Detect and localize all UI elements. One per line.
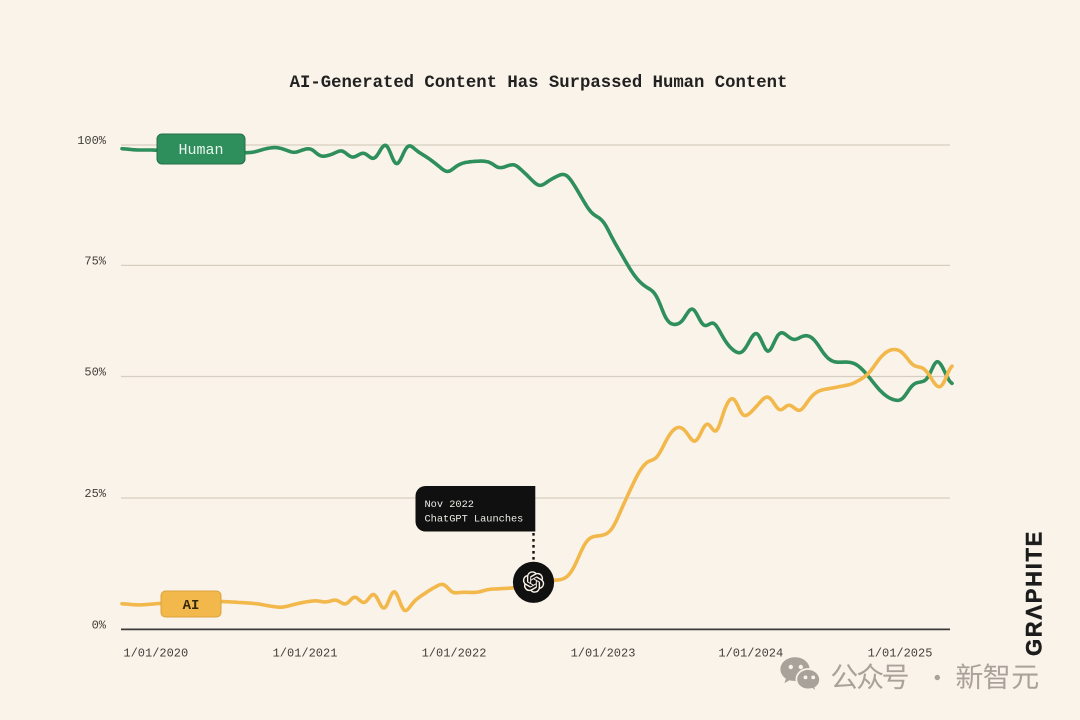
svg-text:1/01/2023: 1/01/2023 bbox=[571, 647, 636, 661]
svg-text:Human: Human bbox=[178, 142, 223, 159]
svg-text:100%: 100% bbox=[77, 134, 107, 148]
svg-text:75%: 75% bbox=[84, 255, 106, 269]
svg-text:GRΛPHITE: GRΛPHITE bbox=[1021, 530, 1046, 656]
svg-text:1/01/2021: 1/01/2021 bbox=[273, 647, 338, 661]
svg-text:25%: 25% bbox=[84, 487, 106, 501]
svg-text:0%: 0% bbox=[92, 619, 107, 633]
svg-text:AI: AI bbox=[183, 598, 200, 614]
svg-text:Nov 2022: Nov 2022 bbox=[425, 499, 474, 511]
svg-text:50%: 50% bbox=[84, 366, 106, 380]
svg-text:1/01/2022: 1/01/2022 bbox=[422, 647, 487, 661]
svg-text:1/01/2025: 1/01/2025 bbox=[868, 647, 933, 661]
svg-text:ChatGPT Launches: ChatGPT Launches bbox=[425, 514, 524, 526]
svg-text:1/01/2020: 1/01/2020 bbox=[123, 647, 188, 661]
svg-text:1/01/2024: 1/01/2024 bbox=[718, 647, 783, 661]
svg-text:AI-Generated Content Has Surpa: AI-Generated Content Has Surpassed Human… bbox=[290, 74, 788, 93]
